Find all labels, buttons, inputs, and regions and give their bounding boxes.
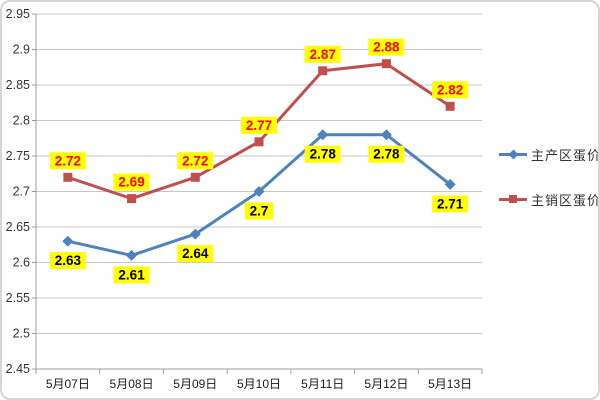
x-axis-tick-label: 5月10日 <box>237 377 281 391</box>
data-label-box-producing-area <box>432 195 469 213</box>
series-marker-producing-area <box>126 249 138 261</box>
data-label-selling-area: 2.72 <box>182 153 208 168</box>
series-marker-selling-area <box>63 172 73 182</box>
y-axis-tick-label: 2.85 <box>6 78 30 92</box>
data-label-box-selling-area <box>368 38 405 56</box>
data-label-box-selling-area <box>241 116 277 134</box>
series-marker-selling-area <box>254 137 264 147</box>
data-label-box-producing-area <box>113 266 150 284</box>
data-label-selling-area: 2.88 <box>373 40 400 55</box>
data-label-producing-area: 2.64 <box>182 246 209 261</box>
data-label-box-producing-area <box>177 245 214 263</box>
y-axis-tick-label: 2.55 <box>6 291 30 305</box>
data-label-box-producing-area <box>244 202 274 220</box>
x-axis-tick-label: 5月07日 <box>46 377 90 391</box>
data-label-selling-area: 2.69 <box>118 175 144 190</box>
data-label-selling-area: 2.72 <box>55 153 81 168</box>
data-label-box-producing-area <box>304 145 341 163</box>
data-label-producing-area: 2.78 <box>310 147 337 162</box>
series-marker-producing-area <box>253 186 265 197</box>
data-label-box-selling-area <box>304 45 341 63</box>
series-marker-producing-area <box>444 178 456 190</box>
series-marker-producing-area <box>62 235 74 247</box>
data-label-box-producing-area <box>368 145 405 163</box>
data-label-producing-area: 2.71 <box>437 196 464 211</box>
series-marker-selling-area <box>318 66 328 76</box>
series-marker-producing-area <box>380 129 392 141</box>
legend-item-selling-area: 主销区蛋价 <box>499 190 600 209</box>
y-axis-tick-label: 2.95 <box>6 7 30 21</box>
data-label-box-producing-area <box>49 252 86 270</box>
y-axis-tick-label: 2.75 <box>6 149 30 163</box>
x-axis-tick-label: 5月09日 <box>173 377 217 391</box>
y-axis-tick-label: 2.6 <box>13 256 30 270</box>
series-marker-producing-area <box>189 228 201 240</box>
data-label-selling-area: 2.87 <box>310 47 336 62</box>
series-marker-selling-area <box>381 59 391 69</box>
x-axis-tick-label: 5月12日 <box>364 377 408 391</box>
y-axis-tick-label: 2.9 <box>13 43 30 57</box>
data-label-box-selling-area <box>177 152 214 170</box>
data-label-selling-area: 2.77 <box>246 118 272 133</box>
series-marker-selling-area <box>190 172 200 182</box>
series-marker-selling-area <box>445 101 455 111</box>
legend-label-selling-area: 主销区蛋价 <box>531 193 600 208</box>
y-axis-tick-label: 2.7 <box>13 185 30 199</box>
y-axis-tick-label: 2.5 <box>13 327 30 341</box>
legend-item-producing-area: 主产区蛋价 <box>499 145 600 164</box>
data-label-producing-area: 2.63 <box>55 253 82 268</box>
data-label-producing-area: 2.78 <box>373 147 400 162</box>
data-label-selling-area: 2.82 <box>437 82 463 97</box>
data-label-box-selling-area <box>49 152 86 170</box>
x-axis-tick-label: 5月13日 <box>428 377 472 391</box>
y-axis-tick-label: 2.8 <box>13 114 30 128</box>
y-axis-tick-label: 2.65 <box>6 220 30 234</box>
red-square-line-icon <box>499 191 527 208</box>
series-marker-producing-area <box>317 129 329 141</box>
data-label-box-selling-area <box>113 173 150 191</box>
x-axis-tick-label: 5月11日 <box>301 377 344 391</box>
legend-label-producing-area: 主产区蛋价 <box>531 148 600 163</box>
y-axis-tick-label: 2.45 <box>6 362 30 376</box>
data-label-producing-area: 2.7 <box>250 204 269 219</box>
blue-diamond-line-icon <box>499 146 527 163</box>
series-marker-selling-area <box>127 194 137 204</box>
data-label-producing-area: 2.61 <box>118 267 145 282</box>
x-axis-tick-label: 5月08日 <box>110 377 154 391</box>
data-label-box-selling-area <box>432 81 469 99</box>
